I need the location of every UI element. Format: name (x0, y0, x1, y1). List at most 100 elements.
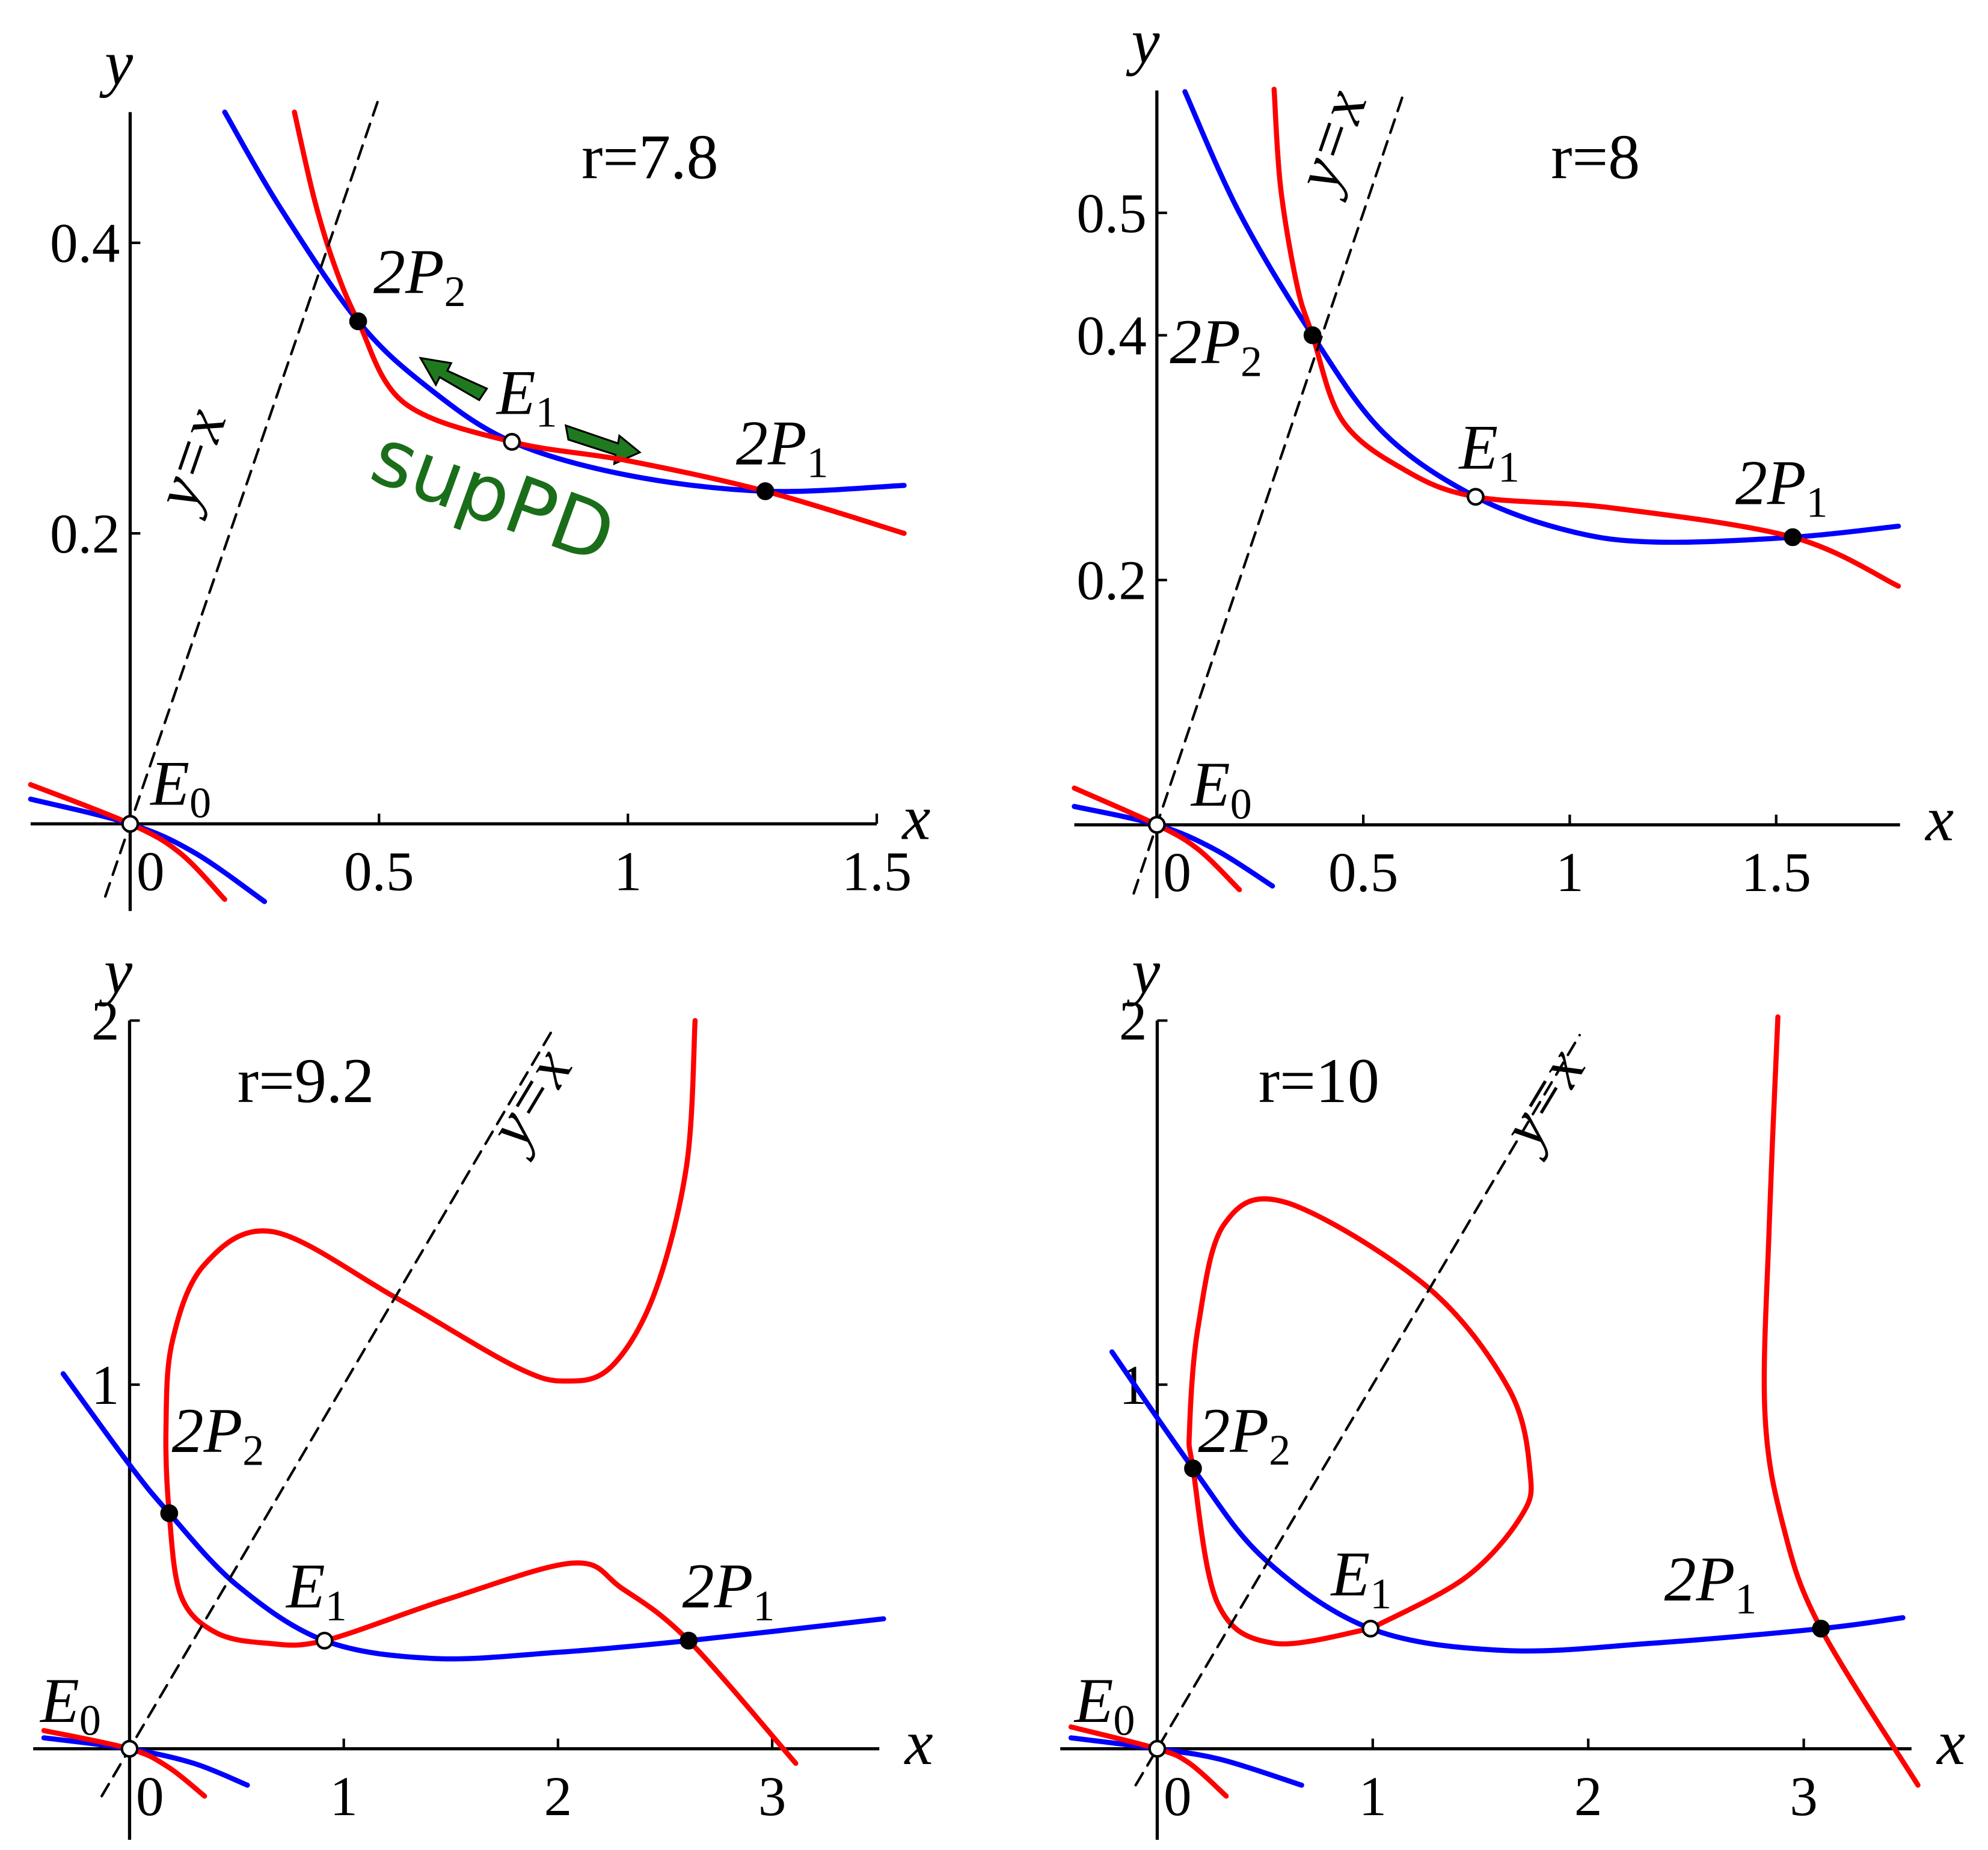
point (503, 433, 521, 451)
x-tick-label: 0 (136, 1766, 164, 1828)
point (120, 1739, 139, 1758)
point-label: E1 (1458, 412, 1520, 491)
point-label: E0 (39, 1665, 101, 1744)
point-label-sub: 2 (1241, 337, 1262, 385)
x-tick-label: 1 (1359, 1766, 1387, 1828)
point-label: E1 (285, 1551, 347, 1630)
y-axis-label: y (1126, 936, 1161, 1006)
point-label-base: 2P (683, 1551, 753, 1622)
point-label: 2P1 (736, 408, 829, 487)
point (315, 1631, 334, 1650)
point-label-sub: 2 (1269, 1426, 1290, 1474)
point (1148, 1739, 1167, 1758)
curve (1068, 1735, 1304, 1788)
curve (1072, 785, 1242, 892)
point-label-sub: 0 (1230, 780, 1252, 828)
curve (1186, 1196, 1534, 1647)
point-label: 2P2 (1170, 307, 1262, 385)
point (1303, 326, 1322, 345)
point-label-base: E (39, 1665, 79, 1736)
reference-line (1134, 1034, 1581, 1787)
curve (28, 782, 227, 902)
point (1184, 1459, 1202, 1478)
curve (28, 796, 268, 904)
point (1361, 1619, 1380, 1638)
point (121, 815, 140, 833)
curve (1109, 1349, 1906, 1654)
point-label-sub: 1 (1735, 1575, 1756, 1623)
point-label-sub: 1 (1498, 443, 1520, 491)
curve (163, 1018, 799, 1766)
point-label-base: 2P (373, 237, 444, 307)
x-axis-label: x (1924, 783, 1954, 854)
point-label-base: E (1190, 749, 1230, 819)
y-tick-label: 0.4 (50, 213, 120, 275)
point (1812, 1619, 1830, 1638)
point (349, 312, 367, 331)
point-label: 2P1 (1664, 1544, 1757, 1623)
point-label-base: E (1073, 1665, 1114, 1736)
point-label-base: 2P (1170, 307, 1241, 377)
x-axis-label: x (904, 1708, 933, 1778)
x-tick-label: 2 (544, 1766, 572, 1828)
point-label-sub: 2 (444, 268, 466, 316)
x-axis-label: x (901, 783, 930, 853)
y-tick-label: 0.2 (1076, 550, 1147, 612)
point-label: 2P2 (172, 1395, 265, 1474)
x-tick-label: 1 (614, 841, 642, 902)
point-label: E0 (149, 748, 211, 827)
point-label: 2P2 (1198, 1395, 1290, 1474)
point-label-base: 2P (736, 408, 807, 479)
point-label-sub: 0 (189, 779, 211, 827)
y-tick-label: 0.5 (1076, 183, 1147, 245)
point-label-base: E (149, 748, 189, 818)
point (1467, 488, 1485, 506)
chart-title: r=7.8 (581, 122, 718, 192)
y-axis-label: y (99, 936, 133, 1006)
reference-line (1132, 89, 1406, 895)
x-tick-label: 0 (1163, 842, 1191, 904)
y-tick-label: 0.4 (1076, 305, 1147, 367)
point-label: 2P2 (373, 237, 466, 316)
x-tick-label: 3 (758, 1766, 787, 1828)
point-label-sub: 2 (242, 1426, 264, 1474)
x-tick-label: 1 (1556, 842, 1584, 904)
x-tick-label: 0 (1164, 1766, 1192, 1828)
curve (1761, 1014, 1921, 1788)
point (1784, 528, 1802, 547)
point-label-sub: 1 (325, 1582, 347, 1630)
x-tick-label: 0 (137, 841, 165, 902)
point-label-base: 2P (1735, 447, 1806, 518)
point-label: 2P1 (1735, 447, 1828, 526)
point-label: E0 (1073, 1665, 1135, 1744)
x-tick-label: 1.5 (842, 841, 912, 902)
chart-title: r=8 (1551, 122, 1640, 192)
y-axis-label: y (1126, 6, 1160, 76)
x-tick-label: 0.5 (344, 841, 414, 902)
point (1147, 816, 1166, 834)
x-tick-label: 2 (1574, 1766, 1603, 1828)
curve (1271, 87, 1901, 589)
x-tick-label: 0.5 (1328, 842, 1399, 904)
x-axis-label: x (1936, 1708, 1965, 1778)
y-tick-label: 2 (1119, 990, 1147, 1052)
y-axis-label: y (99, 28, 133, 98)
curve (292, 109, 907, 536)
reference-line (103, 96, 381, 898)
point-label-sub: 0 (1113, 1696, 1135, 1744)
x-tick-label: 1.5 (1741, 842, 1811, 904)
point (160, 1504, 179, 1522)
suppd-arrows (419, 357, 642, 466)
point-label-base: 2P (1664, 1544, 1735, 1614)
curve (1068, 1724, 1229, 1799)
curve (1072, 804, 1275, 889)
y-tick-label: 0.2 (50, 503, 120, 565)
chart-title: r=9.2 (238, 1046, 374, 1116)
point-label-sub: 1 (1370, 1570, 1391, 1618)
x-tick-label: 1 (330, 1766, 358, 1828)
point-label: E1 (1330, 1539, 1392, 1618)
point (680, 1631, 698, 1650)
